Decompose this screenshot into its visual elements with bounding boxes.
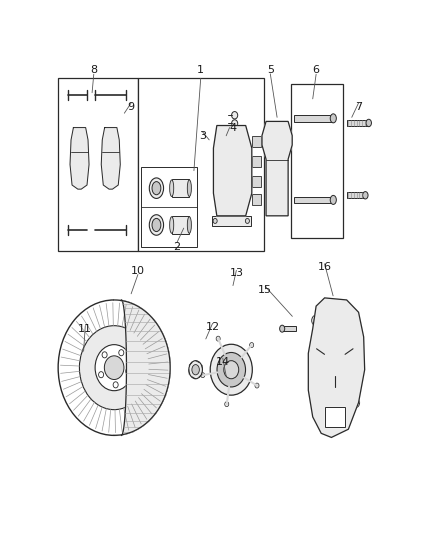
Text: 2: 2: [173, 241, 180, 252]
Ellipse shape: [149, 215, 163, 235]
Text: 14: 14: [216, 357, 230, 367]
Bar: [141, 166, 197, 247]
Bar: [252, 194, 261, 205]
Ellipse shape: [170, 180, 174, 197]
Ellipse shape: [192, 365, 199, 375]
Circle shape: [232, 111, 238, 119]
Polygon shape: [101, 127, 120, 189]
Circle shape: [113, 382, 118, 388]
Text: 1: 1: [197, 65, 204, 75]
Bar: [252, 176, 261, 187]
Bar: [252, 156, 261, 167]
Circle shape: [201, 373, 205, 378]
Polygon shape: [262, 122, 292, 216]
Circle shape: [312, 315, 321, 326]
Text: 11: 11: [78, 324, 92, 334]
Circle shape: [222, 180, 234, 195]
Circle shape: [289, 138, 293, 143]
Bar: [282, 326, 296, 331]
Circle shape: [250, 343, 254, 348]
Ellipse shape: [170, 217, 174, 233]
Circle shape: [58, 300, 170, 435]
Polygon shape: [308, 298, 365, 438]
Circle shape: [314, 318, 318, 324]
Ellipse shape: [366, 119, 371, 127]
Circle shape: [77, 136, 82, 143]
Bar: [212, 216, 251, 226]
Circle shape: [271, 169, 283, 184]
Circle shape: [108, 169, 113, 176]
Bar: [291, 84, 343, 238]
Ellipse shape: [363, 191, 368, 199]
Polygon shape: [114, 300, 170, 435]
Text: 6: 6: [313, 65, 320, 75]
Ellipse shape: [152, 182, 161, 195]
Bar: [138, 78, 264, 251]
Bar: [294, 197, 333, 203]
Circle shape: [312, 391, 317, 397]
Ellipse shape: [187, 217, 191, 233]
Bar: [172, 179, 189, 197]
Ellipse shape: [187, 180, 191, 197]
Circle shape: [102, 352, 107, 358]
Bar: [346, 120, 369, 126]
Circle shape: [353, 400, 357, 406]
Circle shape: [217, 352, 246, 387]
Bar: [252, 136, 261, 147]
Ellipse shape: [330, 196, 336, 205]
Ellipse shape: [279, 325, 285, 332]
Circle shape: [225, 402, 229, 407]
Circle shape: [245, 219, 249, 223]
Text: 8: 8: [90, 65, 97, 75]
Text: 3: 3: [199, 131, 206, 141]
Text: 16: 16: [318, 262, 332, 272]
Circle shape: [255, 383, 259, 388]
Circle shape: [216, 336, 220, 341]
Bar: [58, 78, 138, 251]
Circle shape: [346, 322, 351, 327]
Circle shape: [318, 342, 351, 381]
Bar: [172, 216, 189, 234]
Circle shape: [261, 138, 266, 143]
Text: 5: 5: [267, 65, 274, 75]
Circle shape: [104, 356, 124, 379]
Circle shape: [79, 326, 149, 410]
Circle shape: [95, 345, 133, 391]
Ellipse shape: [189, 361, 202, 379]
Text: 9: 9: [127, 102, 135, 112]
Circle shape: [224, 361, 239, 379]
Circle shape: [213, 219, 217, 223]
Bar: [294, 115, 333, 122]
Ellipse shape: [330, 114, 336, 123]
Text: 12: 12: [205, 321, 219, 332]
Circle shape: [345, 319, 353, 330]
Polygon shape: [70, 127, 89, 189]
Circle shape: [351, 397, 360, 408]
Circle shape: [314, 336, 356, 387]
Circle shape: [77, 169, 82, 176]
Polygon shape: [325, 407, 345, 427]
Text: 4: 4: [230, 123, 237, 133]
Circle shape: [310, 389, 319, 400]
Circle shape: [99, 372, 104, 378]
Polygon shape: [213, 126, 252, 216]
Ellipse shape: [149, 178, 163, 198]
Circle shape: [222, 153, 234, 168]
Text: 7: 7: [355, 102, 362, 112]
Text: 13: 13: [230, 268, 244, 278]
Circle shape: [126, 368, 131, 374]
Text: 15: 15: [258, 285, 272, 295]
Circle shape: [232, 120, 238, 127]
Circle shape: [210, 344, 252, 395]
Ellipse shape: [152, 219, 161, 231]
Circle shape: [119, 350, 124, 356]
Bar: [346, 192, 365, 198]
Text: 10: 10: [131, 266, 145, 276]
Circle shape: [108, 136, 113, 143]
